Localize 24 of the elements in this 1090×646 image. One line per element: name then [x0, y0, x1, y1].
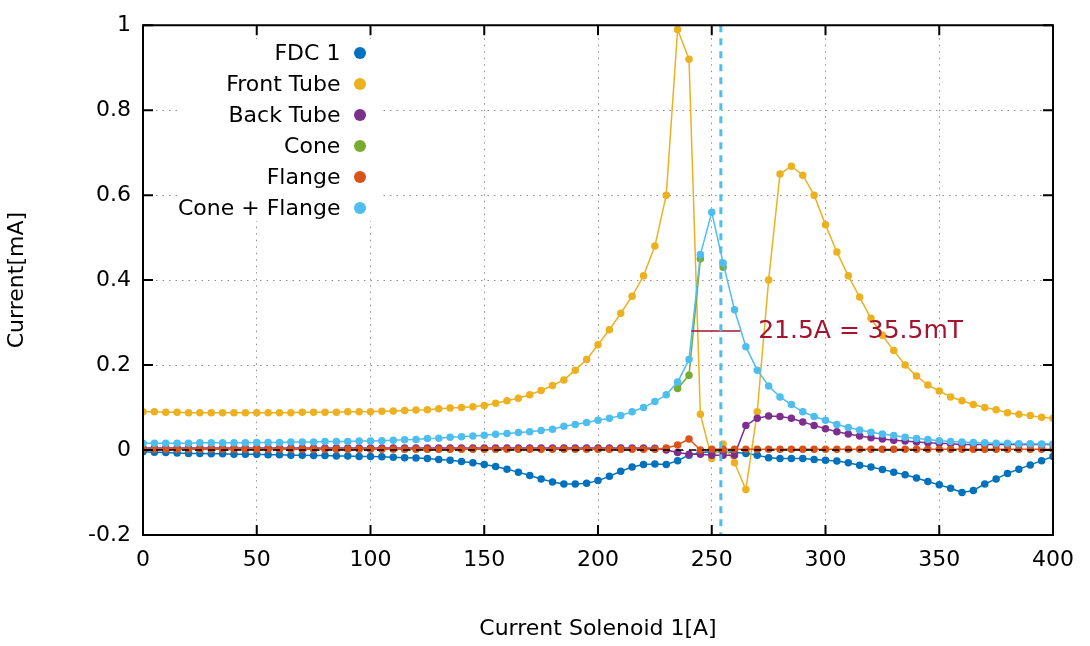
legend-label: Cone + Flange — [178, 194, 341, 222]
y-tick-label: -0.2 — [88, 520, 131, 546]
legend-label: FDC 1 — [273, 39, 341, 67]
y-tick-label: 0.6 — [96, 180, 131, 206]
legend-label: Cone — [283, 132, 341, 160]
y-tick-label: 1 — [117, 10, 131, 36]
y-tick-label: 0.8 — [96, 95, 131, 121]
x-tick-label: 50 — [242, 545, 271, 571]
x-tick-label: 250 — [690, 545, 733, 571]
x-tick-label: 100 — [349, 545, 392, 571]
x-tick-label: 350 — [918, 545, 961, 571]
x-axis-title: Current Solenoid 1[A] — [479, 614, 717, 640]
legend-label: Back Tube — [227, 101, 341, 129]
x-tick-label: 400 — [1032, 545, 1074, 571]
x-tick-label: 0 — [136, 545, 150, 571]
y-tick-label: 0 — [117, 435, 131, 461]
x-tick-label: 300 — [804, 545, 847, 571]
x-tick-label: 150 — [463, 545, 506, 571]
y-axis-title: Current[mA] — [2, 211, 28, 349]
legend-label: Front Tube — [225, 70, 341, 98]
y-tick-label: 0.4 — [96, 265, 131, 291]
x-tick-label: 200 — [577, 545, 619, 571]
legend-label: Flange — [265, 163, 341, 191]
y-tick-label: 0.2 — [96, 350, 131, 376]
